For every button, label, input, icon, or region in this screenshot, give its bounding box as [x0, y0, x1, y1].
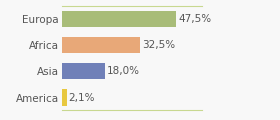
Bar [62, 63, 105, 79]
Bar [62, 89, 67, 106]
Text: 47,5%: 47,5% [178, 14, 211, 24]
Text: 32,5%: 32,5% [142, 40, 175, 50]
Text: 2,1%: 2,1% [69, 93, 95, 102]
Text: 18,0%: 18,0% [107, 66, 140, 76]
Bar [62, 11, 176, 27]
Bar [62, 37, 140, 53]
